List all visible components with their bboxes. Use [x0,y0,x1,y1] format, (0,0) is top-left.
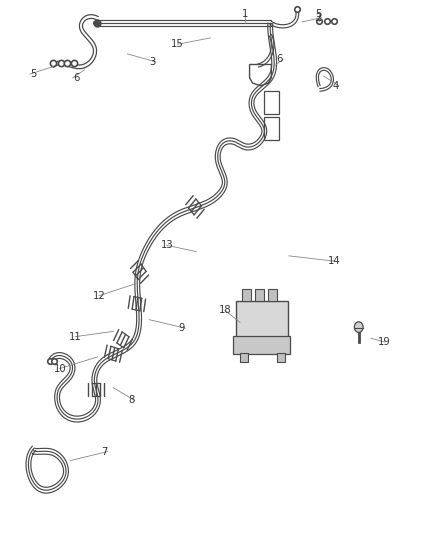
Bar [255,289,264,301]
Text: 12: 12 [93,290,106,301]
Text: 2: 2 [315,13,321,23]
Circle shape [354,322,363,333]
Text: 6: 6 [73,73,79,83]
Text: 9: 9 [179,323,185,333]
Text: 5: 5 [315,9,322,19]
Text: 13: 13 [161,240,173,250]
Text: 3: 3 [149,57,155,67]
Text: 18: 18 [219,305,231,315]
Bar [277,353,285,362]
Bar [240,353,248,362]
Text: 8: 8 [128,395,134,406]
Bar [233,336,290,354]
Bar [242,289,251,301]
Text: 4: 4 [332,81,339,91]
Text: 15: 15 [171,39,184,49]
Text: 1: 1 [242,9,248,19]
Text: 6: 6 [277,54,283,64]
Text: 11: 11 [69,332,81,342]
Text: 5: 5 [30,69,36,79]
Text: 19: 19 [378,337,391,347]
Text: 14: 14 [328,256,341,266]
Text: 10: 10 [53,364,66,374]
Bar [268,289,277,301]
Text: 7: 7 [101,447,107,456]
Bar [236,301,288,337]
